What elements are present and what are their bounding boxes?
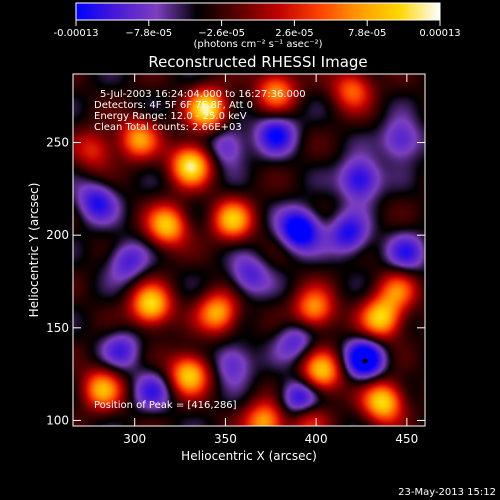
y-tick-label: 100 [46,413,69,427]
info-annotation: 5-Jul-2003 16:24:04.000 to 16:27:36.000D… [94,89,306,133]
heatmap-image [73,74,425,426]
colorbar-tick-label: -0.00013 [54,28,99,39]
peak-position-label: Position of Peak = [416,286] [94,400,237,411]
y-axis-label: Heliocentric Y (arcsec) [27,183,41,318]
x-tick-label: 450 [395,432,418,446]
y-tick-label: 250 [46,136,69,150]
x-tick-label: 300 [123,432,146,446]
peak-marker [362,358,368,364]
y-tick-label: 200 [46,228,69,242]
colorbar-tick-label: −2.6e-05 [198,28,245,39]
info-line: Detectors: 4F 5F 6F 7F 8F, Att 0 [94,100,253,111]
colorbar-tick-label: 7.8e-05 [348,28,386,39]
x-tick-label: 350 [214,432,237,446]
info-line: 5-Jul-2003 16:24:04.000 to 16:27:36.000 [100,89,306,100]
colorbar-units-label: (photons cm⁻² s⁻¹ asec⁻²) [193,39,322,50]
plot-area: 300 350 400 450 100 150 200 250 5-Jul-2003 16:2… [46,73,426,446]
info-line: Clean Total counts: 2.66E+03 [94,122,242,133]
axes: 300 350 400 450 100 150 200 250 [46,74,425,446]
colorbar-tick-label: 0.00013 [419,28,460,39]
colorbar-frame [75,2,441,21]
colorbar: -0.00013 −7.8e-05 −2.6e-05 2.6e-05 7.8e-05 0.… [54,2,461,50]
colorbar-tick-label: 2.6e-05 [275,28,313,39]
x-axis-label: Heliocentric X (arcsec) [181,449,317,463]
colorbar-ticks [75,20,441,26]
plot-frame [72,73,426,427]
colorbar-tick-labels: -0.00013 −7.8e-05 −2.6e-05 2.6e-05 7.8e-05 0.… [54,28,461,39]
info-line: Energy Range: 12.0 - 25.0 keV [94,111,247,122]
x-tick-label: 400 [305,432,328,446]
colorbar-tick-label: −7.8e-05 [125,28,172,39]
chart-title: Reconstructed RHESSI Image [148,53,367,71]
footer-date: 23-May-2013 15:12 [398,487,496,498]
colorbar-gradient [76,3,440,20]
y-tick-label: 150 [46,321,69,335]
